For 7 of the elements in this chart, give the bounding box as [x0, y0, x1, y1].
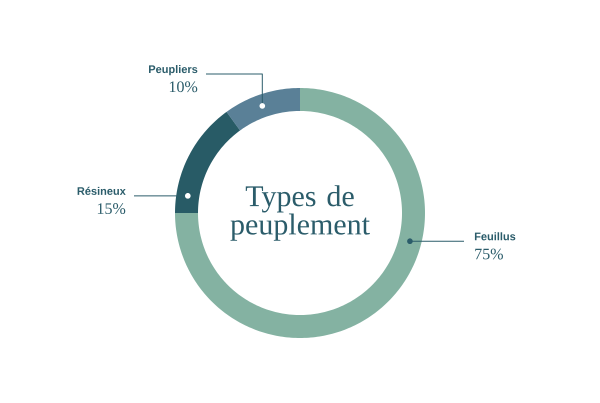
slice-label: Résineux — [78, 186, 126, 195]
slice-label: Peupliers — [149, 65, 198, 76]
data-label: 10% — [170, 81, 198, 92]
text: Types de peuplement — [230, 185, 370, 241]
slice-label: Feuillus — [474, 232, 516, 240]
data-label: 75% — [475, 248, 503, 260]
data-label: 15% — [98, 203, 126, 214]
